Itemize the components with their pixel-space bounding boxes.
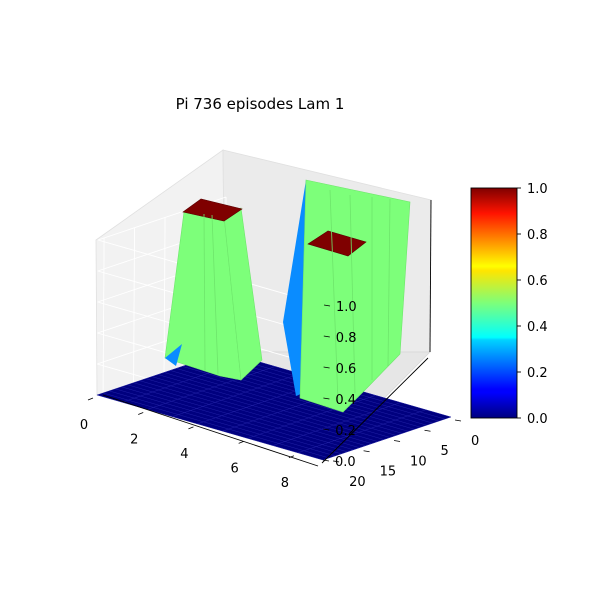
x-tick-mark (87, 397, 94, 401)
z-tick-label: 0.0 (335, 455, 356, 470)
z-tick-mark (323, 397, 330, 400)
surface-mesh-line (272, 402, 401, 446)
x-tick-mark (238, 440, 244, 444)
z-tick-mark (323, 366, 330, 369)
y-tick-mark (454, 419, 462, 422)
z-tick-mark (323, 335, 330, 338)
surface-mesh-line (115, 388, 342, 455)
colorbar-ticks: 0.0 0.2 0.4 0.6 0.8 1.0 (517, 182, 548, 427)
surface-mesh-line (121, 386, 348, 453)
surface-left-peak-top (182, 198, 243, 222)
y-tick-mark (424, 429, 431, 432)
surface-mesh-line (247, 395, 376, 439)
surface-ridge-line (387, 198, 391, 367)
surface-mesh-line (147, 366, 276, 410)
surface-ridge-line (349, 194, 356, 394)
colorbar: 0.0 0.2 0.4 0.6 0.8 1.0 (470, 182, 548, 427)
colorbar-tick-label: 0.2 (527, 366, 548, 381)
surface-mesh-line (151, 376, 378, 442)
z-tick-mark (323, 304, 331, 307)
surface-mesh-line (297, 409, 426, 453)
z-tick-label: 0.8 (336, 331, 357, 346)
surface-mesh-line (182, 366, 409, 432)
x-tick-mark (138, 412, 144, 415)
z-axis-line (429, 199, 432, 353)
colorbar-gradient (470, 187, 518, 419)
colorbar-tick-label: 0.4 (527, 320, 548, 335)
x-tick-label: 8 (281, 476, 289, 491)
x-axis-line (102, 394, 319, 467)
y-tick-mark (333, 460, 340, 463)
x-tick-label: 6 (231, 461, 239, 476)
surface-mesh-line (139, 380, 366, 446)
y-tick-label: 15 (380, 465, 397, 480)
x-ticks: 0 2 4 6 8 (80, 397, 295, 491)
surface-ridge-line (203, 213, 206, 371)
y-tick-mark (363, 450, 370, 453)
surface-mesh-line (127, 384, 354, 450)
axes-3d: 0 2 4 6 8 0 5 10 15 20 0.0 0.2 0.4 0.6 0.8 1.0 (80, 149, 479, 491)
colorbar-tick-label: 0.6 (527, 274, 548, 289)
y-axis-line (321, 357, 429, 464)
grid-line-y-wall (102, 237, 105, 393)
surface (96, 179, 452, 461)
y-tick-mark (393, 440, 401, 442)
x-tick-label: 2 (130, 432, 138, 447)
y-ticks: 0 5 10 15 20 (333, 419, 479, 490)
surface-mesh-line (163, 372, 391, 438)
colorbar-tick-label: 0.8 (527, 228, 548, 243)
z-ticks: 0.0 0.2 0.4 0.6 0.8 1.0 (322, 300, 357, 470)
surface-mesh-line (176, 368, 403, 434)
y-tick-label: 0 (471, 434, 479, 449)
grid-line-y-wall (133, 227, 136, 383)
surface-ridge-line (329, 189, 339, 403)
surface-mesh-line (103, 392, 330, 459)
surface-mesh-line (157, 374, 385, 440)
surface-mesh-line (133, 382, 360, 448)
surface-ridge-line (211, 214, 219, 375)
surface-left-peak-base (165, 344, 182, 366)
z-tick-label: 0.2 (335, 424, 356, 439)
z-tick-label: 1.0 (336, 300, 357, 315)
z-tick-mark (322, 459, 330, 462)
surface-mesh-line (170, 370, 397, 436)
y-tick-label: 20 (349, 475, 366, 490)
grid-line-y-wall (163, 217, 166, 373)
chart-title: Pi 736 episodes Lam 1 (176, 95, 345, 113)
z-tick-label: 0.6 (336, 362, 357, 377)
x-tick-mark (188, 426, 194, 430)
x-tick-label: 0 (80, 418, 88, 433)
y-tick-label: 10 (410, 454, 427, 469)
z-tick-label: 0.4 (335, 393, 356, 408)
z-tick-mark (323, 428, 330, 431)
colorbar-tick-label: 1.0 (527, 182, 548, 197)
colorbar-tick-label: 0.0 (527, 412, 548, 427)
y-tick-label: 5 (441, 444, 449, 459)
surface-mesh-line (145, 378, 372, 444)
surface-mesh-line (172, 373, 301, 417)
x-tick-label: 4 (180, 447, 188, 462)
x-tick-mark (288, 455, 295, 459)
surface-mesh-line (109, 390, 336, 457)
